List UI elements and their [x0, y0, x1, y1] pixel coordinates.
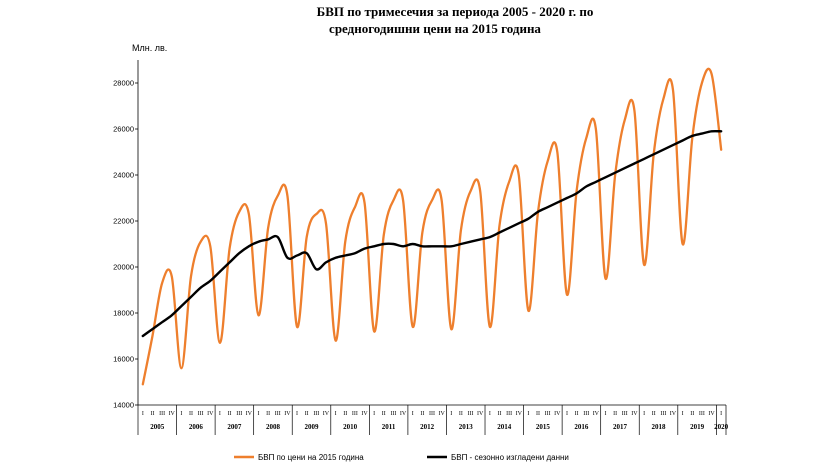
- x-tick-label: I: [720, 411, 722, 417]
- year-label: 2008: [266, 423, 281, 431]
- year-label: 2020: [714, 423, 729, 431]
- x-tick-label: IV: [400, 411, 407, 417]
- legend-label-smoothed: БВП - сезонно изгладени данни: [451, 453, 569, 462]
- x-tick-label: I: [296, 411, 298, 417]
- x-tick-label: II: [382, 411, 386, 417]
- x-tick-label: II: [536, 411, 540, 417]
- y-tick-label: 28000: [113, 79, 134, 88]
- y-tick-label: 22000: [113, 217, 134, 226]
- x-tick-label: II: [305, 411, 309, 417]
- x-tick-label: IV: [670, 411, 677, 417]
- x-tick-label: III: [198, 411, 204, 417]
- x-axis: I II III IV I II III IV I II III IV I II III IV I II III IV…: [137, 404, 729, 435]
- year-label: 2014: [497, 423, 512, 431]
- y-tick-label: 26000: [113, 125, 134, 134]
- x-tick-label: I: [180, 411, 182, 417]
- x-tick-label: I: [373, 411, 375, 417]
- y-tick-label: 16000: [113, 355, 134, 364]
- year-label: 2005: [150, 423, 165, 431]
- legend: БВП по цени на 2015 година БВП - сезонно…: [234, 453, 569, 462]
- x-tick-label: II: [575, 411, 579, 417]
- x-tick-label: I: [142, 411, 144, 417]
- x-tick-label: III: [622, 411, 628, 417]
- x-tick-label: III: [275, 411, 281, 417]
- y-axis-label: Млн. лв.: [132, 43, 167, 53]
- year-label: 2012: [420, 423, 435, 431]
- x-tick-label: III: [390, 411, 396, 417]
- year-label: 2016: [574, 423, 589, 431]
- x-tick-label: III: [506, 411, 512, 417]
- chart-title-line2: средногодишни цени на 2015 година: [329, 21, 541, 36]
- x-tick-label: I: [605, 411, 607, 417]
- y-tick-label: 24000: [113, 171, 134, 180]
- x-tick-label: II: [497, 411, 501, 417]
- chart-title-line1: БВП по тримесечия за периода 2005 - 2020…: [317, 4, 594, 19]
- y-tick-label: 14000: [113, 401, 134, 410]
- x-tick-label: III: [313, 411, 319, 417]
- x-tick-label: I: [643, 411, 645, 417]
- x-tick-label: I: [682, 411, 684, 417]
- x-tick-label: III: [583, 411, 589, 417]
- x-tick-label: II: [690, 411, 694, 417]
- x-tick-label: IV: [284, 411, 291, 417]
- x-tick-label: IV: [477, 411, 484, 417]
- x-tick-label: IV: [361, 411, 368, 417]
- x-tick-label: IV: [554, 411, 561, 417]
- year-label: 2018: [652, 423, 667, 431]
- x-tick-label: II: [420, 411, 424, 417]
- x-tick-label: II: [459, 411, 463, 417]
- x-tick-label: I: [566, 411, 568, 417]
- x-tick-label: IV: [169, 411, 176, 417]
- x-tick-label: III: [429, 411, 435, 417]
- year-label: 2006: [189, 423, 204, 431]
- year-label: 2017: [613, 423, 628, 431]
- year-label: 2013: [459, 423, 474, 431]
- legend-label-gdp: БВП по цени на 2015 година: [258, 453, 364, 462]
- series-line-smoothed: [141, 129, 723, 338]
- x-tick-label: II: [150, 411, 154, 417]
- x-tick-label: I: [489, 411, 491, 417]
- x-tick-label: IV: [246, 411, 253, 417]
- x-tick-label: III: [236, 411, 242, 417]
- x-tick-label: III: [352, 411, 358, 417]
- x-tick-label: I: [219, 411, 221, 417]
- x-tick-label: II: [652, 411, 656, 417]
- x-tick-label: III: [545, 411, 551, 417]
- year-label: 2009: [305, 423, 320, 431]
- x-tick-label: II: [189, 411, 193, 417]
- x-tick-label: III: [468, 411, 474, 417]
- x-tick-label: II: [613, 411, 617, 417]
- x-tick-label: I: [527, 411, 529, 417]
- x-tick-label: III: [660, 411, 666, 417]
- x-tick-label: III: [699, 411, 705, 417]
- y-tick-label: 20000: [113, 263, 134, 272]
- year-label: 2007: [227, 423, 242, 431]
- x-tick-label: IV: [438, 411, 445, 417]
- year-label: 2015: [536, 423, 551, 431]
- x-tick-label: I: [257, 411, 259, 417]
- x-tick-label: IV: [708, 411, 715, 417]
- year-label: 2011: [382, 423, 396, 431]
- x-tick-label: I: [450, 411, 452, 417]
- x-tick-label: IV: [593, 411, 600, 417]
- series-line-gdp: [141, 67, 723, 386]
- x-tick-label: I: [335, 411, 337, 417]
- x-tick-label: IV: [516, 411, 523, 417]
- y-tick-label: 18000: [113, 309, 134, 318]
- x-tick-label: II: [228, 411, 232, 417]
- x-tick-label: II: [266, 411, 270, 417]
- y-axis: 14000 16000 18000 20000 22000 24000 26000 28000: [113, 60, 139, 410]
- x-tick-label: II: [343, 411, 347, 417]
- x-tick-label: IV: [207, 411, 214, 417]
- series-group: [141, 67, 723, 386]
- x-tick-label: IV: [631, 411, 638, 417]
- year-label: 2010: [343, 423, 358, 431]
- x-tick-label: I: [412, 411, 414, 417]
- x-tick-label: III: [159, 411, 165, 417]
- x-tick-label: IV: [323, 411, 330, 417]
- year-label: 2019: [690, 423, 705, 431]
